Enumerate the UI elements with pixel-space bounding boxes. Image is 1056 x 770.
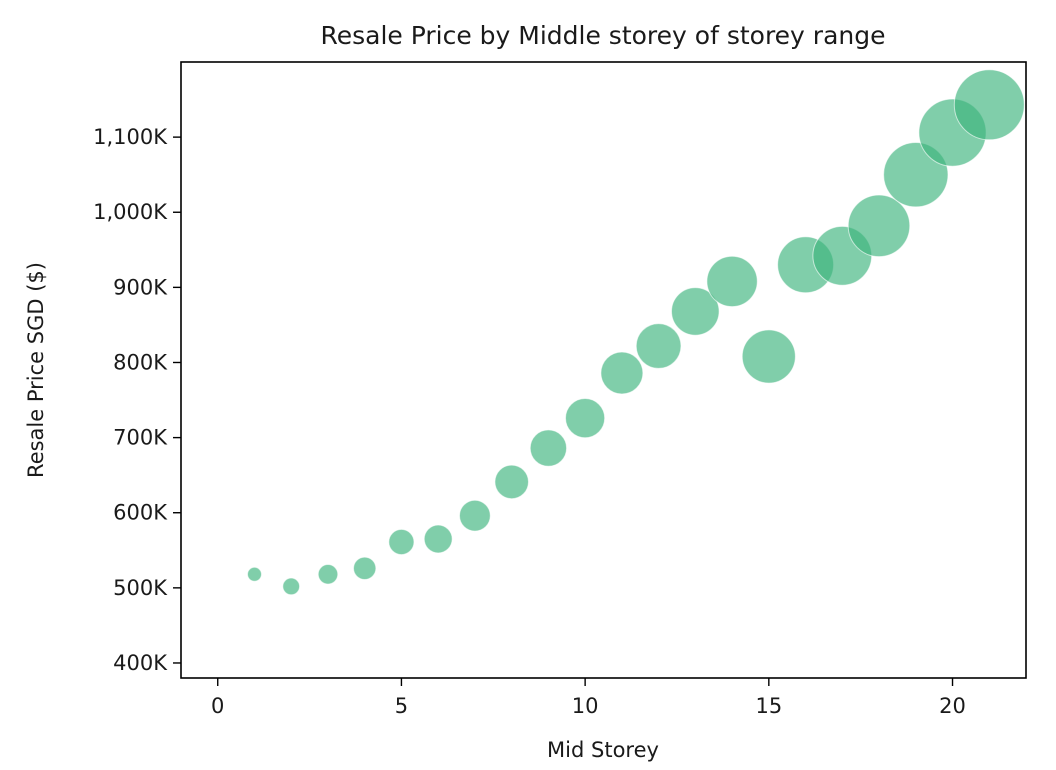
- data-point-12: [671, 287, 720, 336]
- chart-title: Resale Price by Middle storey of storey …: [320, 21, 885, 50]
- data-point-11: [635, 323, 682, 369]
- data-point-5: [423, 524, 453, 554]
- data-point-9: [565, 398, 606, 439]
- data-point-8: [529, 429, 568, 467]
- y-tick-label: 800K: [113, 350, 168, 374]
- data-point-1: [282, 577, 301, 596]
- x-axis-ticks: 0 5 10 15 20: [211, 678, 966, 718]
- y-axis-ticks: 400K 500K 600K 700K 800K 900K 1,000K 1,100K: [93, 125, 181, 675]
- data-point-20: [953, 69, 1025, 141]
- data-point-4: [388, 528, 415, 556]
- x-tick-label: 5: [395, 694, 408, 718]
- points-layer: [247, 69, 1025, 596]
- x-tick-label: 0: [211, 694, 224, 718]
- data-point-0: [247, 566, 262, 582]
- x-axis-title: Mid Storey: [547, 738, 659, 762]
- y-tick-label: 500K: [113, 576, 168, 600]
- y-tick-label: 1,100K: [93, 125, 168, 149]
- y-tick-label: 900K: [113, 275, 168, 299]
- x-tick-label: 10: [572, 694, 599, 718]
- data-point-7: [494, 464, 530, 500]
- plot-frame: [180, 61, 1027, 679]
- data-point-6: [459, 499, 491, 532]
- y-tick-label: 700K: [113, 426, 168, 450]
- y-tick-label: 600K: [113, 501, 168, 525]
- data-point-17: [847, 194, 911, 258]
- data-point-14: [741, 329, 796, 384]
- data-point-10: [600, 351, 644, 395]
- data-point-13: [706, 255, 758, 308]
- x-tick-label: 20: [939, 694, 966, 718]
- data-point-3: [353, 556, 377, 580]
- x-tick-label: 15: [755, 694, 782, 718]
- y-tick-label: 1,000K: [93, 200, 168, 224]
- y-axis-title: Resale Price SGD ($): [24, 262, 48, 478]
- data-point-2: [317, 564, 339, 585]
- y-tick-label: 400K: [113, 651, 168, 675]
